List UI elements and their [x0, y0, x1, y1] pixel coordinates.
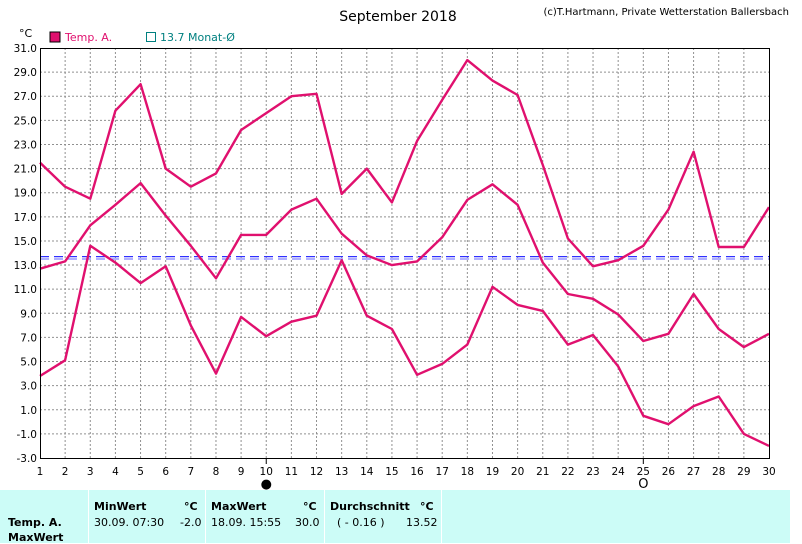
moon-phase-marker: O: [638, 477, 648, 490]
y-tick-label: 19.0: [14, 188, 37, 200]
y-tick-label: 9.0: [20, 308, 37, 320]
avg-delta: ( - 0.16 ): [337, 516, 385, 529]
stats-divider: [205, 490, 206, 543]
y-tick-label: 17.0: [14, 212, 37, 224]
x-tick-label: 8: [213, 466, 220, 478]
y-tick-label: 3.0: [20, 381, 37, 393]
x-tick-label: 29: [737, 466, 750, 478]
x-tick-label: 23: [586, 466, 599, 478]
x-tick-label: 4: [112, 466, 119, 478]
x-tick-label: 7: [187, 466, 194, 478]
y-unit-label: °C: [19, 27, 33, 40]
x-tick-label: 17: [436, 466, 449, 478]
y-tick-label: 21.0: [14, 164, 37, 176]
y-tick-label: 27.0: [14, 91, 37, 103]
legend-label-month-avg: 13.7 Monat-Ø: [160, 31, 235, 44]
avg-value: 13.52: [406, 516, 438, 529]
copyright-text: (c)T.Hartmann, Private Wetterstation Bal…: [543, 7, 789, 18]
series-lines: [39, 58, 771, 447]
legend-label-temp: Temp. A.: [64, 31, 112, 44]
x-tick-label: 6: [162, 466, 169, 478]
y-tick-label: 5.0: [20, 357, 37, 369]
x-tick-label: 16: [410, 466, 424, 478]
max-unit: °C: [303, 500, 317, 513]
x-tick-label: 5: [137, 466, 144, 478]
x-tick-label: 22: [561, 466, 574, 478]
x-tick-label: 14: [360, 466, 374, 478]
grid: [40, 48, 769, 458]
x-tick-label: 15: [385, 466, 398, 478]
x-axis-labels: 1 2 3 4 5 6 7 8 9 10 11 12 13 14 15 16 17 18 19 20 21 22 23 24 2…: [37, 466, 776, 478]
y-tick-label: 7.0: [20, 332, 37, 344]
x-tick-label: 3: [87, 466, 94, 478]
x-tick-label: 27: [687, 466, 700, 478]
chart-title: September 2018: [339, 9, 456, 25]
avg-unit: °C: [420, 500, 434, 513]
x-tick-label: 24: [611, 466, 625, 478]
reference-lines: [40, 256, 769, 260]
y-tick-label: 11.0: [14, 284, 37, 296]
x-tick-label: 25: [637, 466, 650, 478]
series-line-min: [39, 244, 770, 447]
y-axis-labels: 31.0 29.0 27.0 25.0 23.0 21.0 19.0 17.0 15.0 13.0…: [14, 43, 37, 465]
x-tick-label: 13: [335, 466, 348, 478]
min-header: MinWert: [94, 500, 147, 513]
y-tick-label: 31.0: [14, 43, 37, 55]
x-tick-label: 20: [511, 466, 524, 478]
stats-panel: Temp. A. MaxWert MinWert °C 30.09. 07:30…: [0, 490, 790, 544]
x-tick-label: 18: [461, 466, 474, 478]
legend: Temp. A. 13.7 Monat-Ø: [49, 31, 235, 44]
avg-header: Durchschnitt: [330, 500, 410, 513]
x-tick-label: 11: [285, 466, 298, 478]
y-tick-label: 23.0: [14, 139, 37, 151]
min-date: 30.09. 07:30: [94, 516, 165, 529]
moon-phase-marker: ●: [261, 477, 272, 490]
x-tick-label: 2: [62, 466, 69, 478]
y-tick-label: 15.0: [14, 236, 37, 248]
y-tick-label: 29.0: [14, 67, 37, 79]
stats-row-label-temp: Temp. A.: [8, 516, 62, 529]
y-tick-label: 25.0: [14, 115, 37, 127]
y-tick-label: 13.0: [14, 260, 37, 272]
x-tick-label: 9: [238, 466, 245, 478]
stats-divider: [88, 490, 89, 543]
min-unit: °C: [184, 500, 198, 513]
open-square-icon: [146, 32, 156, 42]
y-tick-label: -3.0: [17, 453, 38, 465]
y-tick-label: 1.0: [20, 405, 37, 417]
temperature-chart: September 2018 (c)T.Hartmann, Private We…: [14, 7, 789, 490]
x-tick-label: 10: [260, 466, 273, 478]
series-line-avg: [39, 181, 770, 349]
max-date: 18.09. 15:55: [211, 516, 282, 529]
x-tick-label: 12: [310, 466, 323, 478]
series-line-max: [39, 58, 771, 268]
x-tick-label: 19: [486, 466, 499, 478]
stats-row-label-max: MaxWert: [8, 531, 64, 544]
x-tick-label: 21: [536, 466, 549, 478]
y-tick-label: -1.0: [17, 429, 38, 441]
min-value: -2.0: [180, 516, 202, 529]
max-header: MaxWert: [211, 500, 267, 513]
x-tick-label: 1: [37, 466, 44, 478]
max-value: 30.0: [295, 516, 320, 529]
x-tick-label: 28: [712, 466, 725, 478]
stats-divider: [324, 490, 325, 543]
filled-square-icon: [49, 31, 61, 43]
x-tick-label: 26: [662, 466, 676, 478]
plot-frame: [40, 48, 770, 459]
stats-divider: [441, 490, 442, 543]
x-tick-label: 30: [762, 466, 775, 478]
